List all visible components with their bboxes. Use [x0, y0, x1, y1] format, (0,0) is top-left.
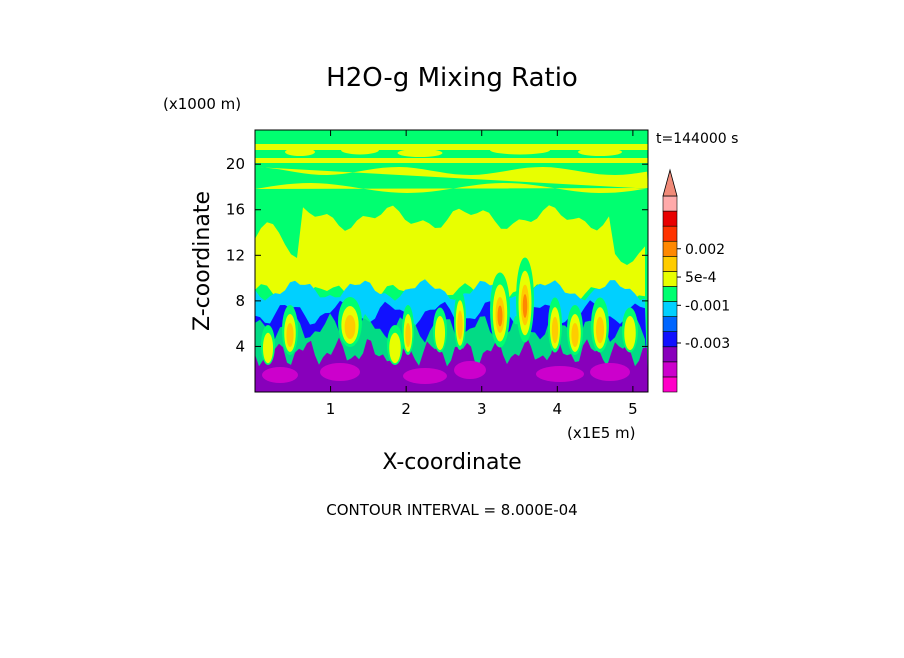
plot-frame — [254, 129, 649, 393]
field-magenta-blotch — [403, 368, 447, 384]
field-yellow-band — [255, 167, 648, 193]
field-plume-core — [522, 294, 528, 318]
field-yellow-patch — [490, 145, 550, 155]
field-plume-core — [571, 323, 579, 347]
colorbar-label: 5e-4 — [685, 270, 717, 286]
x-tick-label: 4 — [553, 400, 563, 418]
y-axis-ticks: 4 8 12 16 20 — [226, 155, 648, 355]
field-yellow-core — [255, 205, 645, 303]
field-yellow-strip — [255, 144, 648, 150]
y-tick-label: 12 — [226, 246, 245, 264]
colorbar: 0.002 5e-4 -0.001 -0.003 — [662, 168, 730, 393]
y-tick-label: 4 — [235, 337, 245, 355]
field-plume-core — [595, 316, 605, 344]
colorbar-segment — [662, 376, 678, 393]
colorbar-segment — [662, 346, 678, 363]
colorbar-label: -0.001 — [685, 298, 730, 314]
colorbar-segment — [662, 225, 678, 242]
field-plume-core — [405, 323, 411, 347]
y-tick-label: 8 — [235, 292, 245, 310]
field-plume-core — [497, 305, 503, 327]
colorbar-label: 0.002 — [685, 242, 725, 258]
y-axis-label: Z-coordinate — [190, 191, 215, 331]
colorbar-segment — [662, 256, 678, 272]
y-tick-label: 16 — [226, 201, 245, 219]
x-tick-label: 5 — [628, 400, 638, 418]
contour-interval-note: CONTOUR INTERVAL = 8.000E-04 — [326, 501, 577, 519]
field-plume-core — [434, 315, 446, 351]
field-magenta-blotch — [590, 363, 630, 381]
chart-title: H2O-g Mixing Ratio — [326, 63, 578, 93]
field-plume-core — [551, 316, 559, 344]
colorbar-segment — [662, 271, 678, 287]
field-yellow-strip — [255, 158, 648, 163]
colorbar-segment — [662, 286, 678, 302]
field-magenta-blotch — [320, 363, 360, 381]
x-tick-label: 3 — [477, 400, 487, 418]
plot-area — [255, 130, 648, 392]
field-yellow-patch — [397, 149, 443, 157]
field-plume-core — [344, 315, 356, 339]
colorbar-label: -0.003 — [685, 336, 730, 352]
field-plume-core — [286, 323, 294, 347]
field-plume-core — [389, 332, 401, 364]
colorbar-segment — [662, 240, 678, 257]
colorbar-segment — [662, 331, 678, 348]
field-yellow-patch — [285, 148, 315, 156]
colorbar-arrow — [662, 168, 678, 197]
x-tick-label: 1 — [326, 400, 336, 418]
colorbar-segment — [662, 361, 678, 378]
colorbar-segment — [662, 210, 678, 227]
y-tick-label: 20 — [226, 155, 245, 173]
colorbar-segment — [662, 316, 678, 332]
colorbar-segment — [662, 301, 678, 317]
field-magenta-blotch — [536, 366, 584, 382]
field-magenta-blotch — [262, 367, 298, 383]
field-magenta-blotch — [454, 361, 486, 379]
field-plume-core — [457, 310, 463, 340]
field-yellow-patch — [578, 148, 622, 156]
x-axis-label: X-coordinate — [382, 450, 521, 475]
x-tick-label: 2 — [401, 400, 411, 418]
field-yellow-patch — [341, 145, 379, 155]
field-plume-core — [262, 332, 274, 364]
x-axis-ticks: 1 2 3 4 5 — [326, 130, 638, 418]
x-unit-label: (x1E5 m) — [567, 424, 636, 442]
colorbar-segment — [662, 195, 678, 212]
time-label: t=144000 s — [656, 131, 738, 147]
field-plume-core — [624, 315, 636, 351]
y-unit-label: (x1000 m) — [163, 95, 241, 113]
